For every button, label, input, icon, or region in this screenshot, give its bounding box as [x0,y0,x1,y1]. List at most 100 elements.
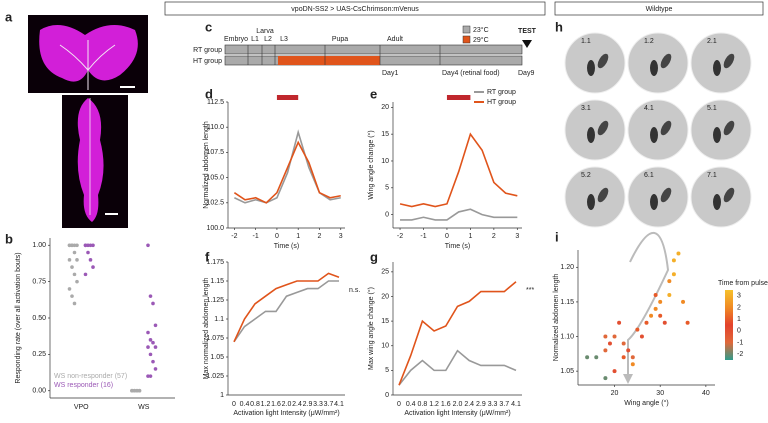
y-tick-label: 20 [381,293,389,300]
point [72,272,77,277]
point [75,279,79,284]
stage-label: Adult [387,36,403,43]
series-line [400,208,518,221]
point [83,272,88,277]
panel-letter: f [205,249,210,264]
y-axis-label: Responding rate (over all activation bou… [15,252,22,383]
panel-letter: d [205,86,213,101]
dish-label: 5.2 [581,172,591,179]
x-tick-label: VPO [74,404,89,411]
fly [650,127,658,143]
stage-label: L2 [264,36,272,43]
colorbar [725,290,733,360]
day-label: Day1 [382,70,398,77]
y-tick-label: 102.5 [206,200,224,207]
panel-letter: i [555,229,559,244]
y-tick-label: 1.20 [560,264,574,271]
x-tick-label: 3.3 [488,401,498,408]
series-line [233,140,341,204]
point [671,258,676,263]
dish [627,32,689,94]
point [88,243,93,248]
temp-label: 23°C [473,26,489,34]
temp-swatch [462,25,471,34]
point [585,355,590,360]
series-line [398,281,517,386]
fly [723,53,735,69]
panel-letter: g [370,249,378,264]
point [146,330,150,335]
y-tick-label: 107.5 [206,149,224,156]
y-tick-label: 1.175 [206,259,224,266]
x-tick-label: 0.8 [250,401,260,408]
point [86,243,90,248]
point [667,293,672,297]
y-tick-label: 112.5 [207,99,224,106]
point [67,258,72,262]
panel-letter: h [555,19,563,34]
x-tick-label: 1.6 [271,401,281,408]
point [91,265,95,269]
x-tick-label: 3.7 [324,401,334,408]
point [75,243,79,248]
point [148,374,153,378]
y-tick-label: 0 [385,211,389,218]
header-right: Wildtype [646,6,673,13]
stage-label: L3 [280,36,288,43]
dish-label: 5.1 [707,105,717,112]
dish-label: 7.1 [707,172,717,179]
colorbar-tick-label: -2 [737,351,743,358]
point [671,272,676,277]
dish-label: 1.2 [644,38,654,45]
rt-bar [224,44,523,55]
colorbar-tick-label: 0 [737,328,741,335]
vnc-shape [77,98,104,222]
point [148,338,153,342]
x-tick-label: -1 [253,233,259,240]
point [83,243,88,248]
stage-label: Embryo [224,36,248,43]
stage-label: L1 [251,36,259,43]
x-tick-label: 1.6 [441,401,451,408]
point [630,355,635,360]
point [603,348,608,353]
fly [713,127,721,143]
y-tick-label: 10 [381,158,389,165]
point [151,359,155,364]
fly [660,187,672,203]
day-label: Day4 (retinal food) [442,70,500,77]
series-line [233,280,339,343]
y-axis-label: Max wing angle change (°) [367,287,375,370]
x-axis-label: Time (s) [445,243,470,250]
fly [723,187,735,203]
stage-label: Larva [256,28,274,35]
panel-letter: b [5,231,13,246]
fly [660,53,672,69]
dish-label: 1.1 [581,38,591,45]
point [153,323,158,328]
x-tick-label: 2 [318,233,322,240]
x-tick-label: 1 [468,233,472,240]
x-tick-label: 0.4 [406,401,416,408]
y-axis-label: Max normalized abdomen length [203,278,210,380]
fly [650,60,658,76]
x-tick-label: 40 [702,390,710,397]
fly [650,194,658,210]
temp-swatch [462,35,471,44]
y-tick-label: 1.075 [206,335,224,342]
x-tick-label: 4.1 [511,401,521,408]
panel-letter: a [5,9,13,24]
y-axis-label: Wing angle change (°) [367,130,375,199]
point [607,341,612,346]
point [146,345,150,349]
point [653,306,658,311]
x-tick-label: 0 [445,233,449,240]
point [626,348,631,353]
colorbar-tick-label: 2 [737,304,741,311]
fly [713,60,721,76]
series-line [399,132,518,208]
y-tick-label: 15 [381,318,389,325]
y-tick-label: 1.1 [214,316,224,323]
x-tick-label: 0 [232,401,236,408]
